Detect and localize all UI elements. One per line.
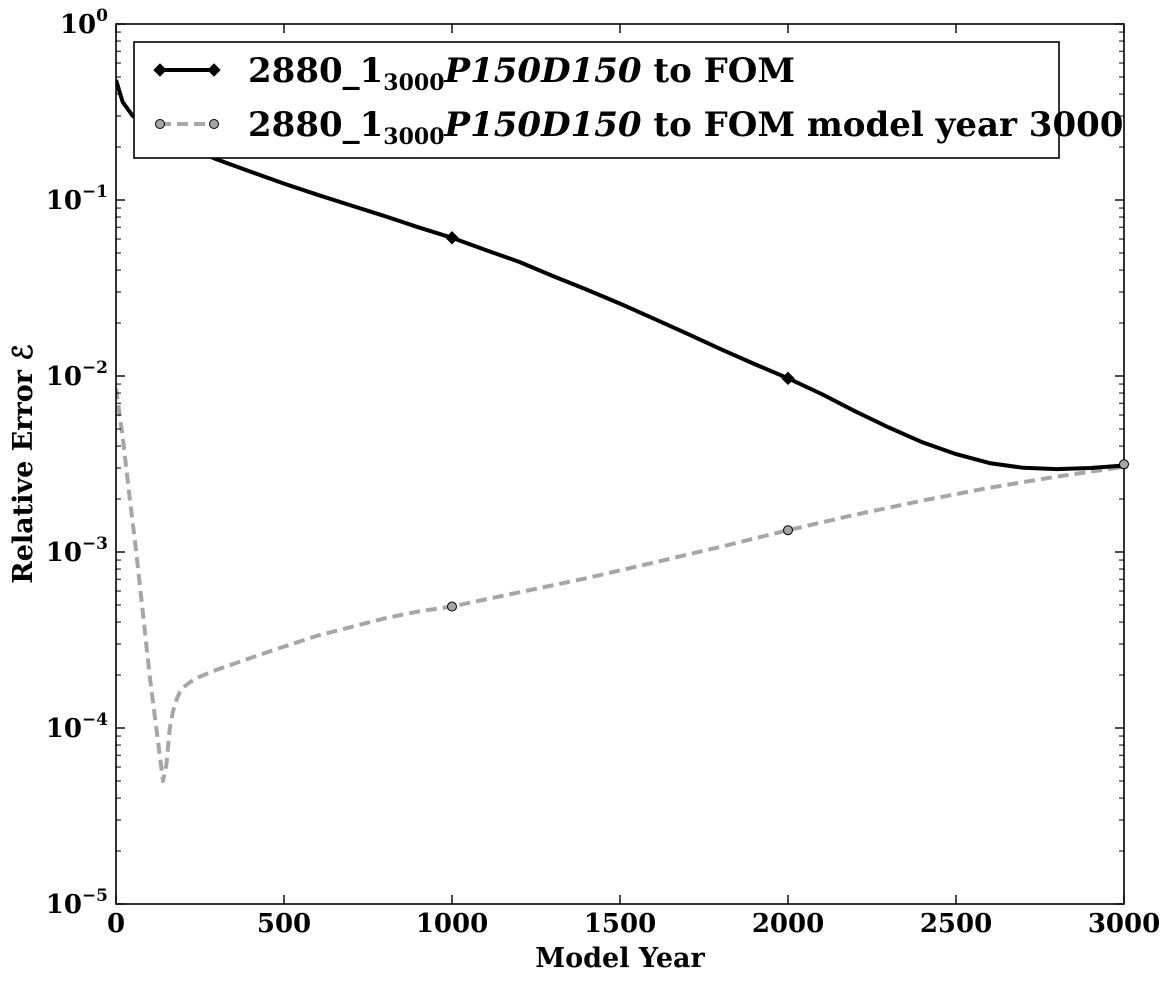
marker-layer bbox=[445, 231, 1129, 612]
legend-marker-1 bbox=[207, 63, 221, 77]
x-tick-label: 500 bbox=[257, 909, 311, 939]
x-tick-label: 1500 bbox=[584, 909, 656, 939]
series-line-2 bbox=[116, 388, 1124, 783]
y-tick-label: 100 bbox=[60, 6, 108, 40]
y-tick-label: 10−4 bbox=[46, 710, 108, 744]
legend-marker-2 bbox=[209, 119, 219, 129]
x-tick-label: 2000 bbox=[752, 909, 824, 939]
y-tick-label: 10−2 bbox=[46, 358, 108, 392]
legend-marker-2 bbox=[155, 119, 165, 129]
x-tick-label: 3000 bbox=[1088, 909, 1160, 939]
series-1-marker bbox=[445, 231, 459, 245]
legend: 2880_13000P150D150 to FOM 2880_13000P150D… bbox=[133, 41, 1123, 159]
series-2-marker bbox=[783, 525, 793, 536]
series-1-marker bbox=[781, 371, 795, 386]
y-tick-label: 10−1 bbox=[46, 182, 108, 216]
x-tick-label: 2500 bbox=[920, 909, 992, 939]
tick-layer: 0 500 1000 1500 2000 2500 3000 100 10−1 10−2 10−3 1… bbox=[46, 6, 1160, 939]
legend-label-2: 2880_13000P150D150 to FOM model year 300… bbox=[248, 105, 1123, 150]
y-tick-label: 10−3 bbox=[46, 534, 108, 568]
legend-box bbox=[133, 41, 1060, 159]
legend-label-1: 2880_13000P150D150 to FOM bbox=[248, 51, 795, 96]
x-tick-label: 0 bbox=[107, 909, 125, 939]
legend-marker-1 bbox=[153, 63, 167, 77]
x-tick-label: 1000 bbox=[416, 909, 488, 939]
plot-layer bbox=[116, 79, 1124, 783]
series-2-marker bbox=[447, 601, 457, 612]
y-axis-title: Relative Error ℰ bbox=[8, 344, 39, 583]
x-axis-title: Model Year bbox=[535, 943, 705, 974]
y-tick-label: 10−5 bbox=[46, 886, 108, 920]
series-2-marker bbox=[1119, 459, 1129, 470]
